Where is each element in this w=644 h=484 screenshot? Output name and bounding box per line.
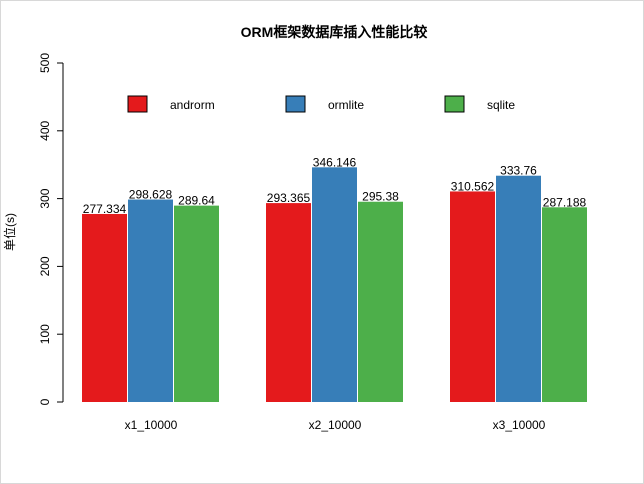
legend: androrm ormlite sqlite bbox=[127, 95, 515, 113]
x-tick-label: x1_10000 bbox=[125, 418, 178, 432]
legend-swatch-ormlite bbox=[285, 95, 306, 113]
bar-value-label: 295.38 bbox=[362, 190, 399, 204]
bars-group bbox=[82, 167, 587, 402]
bar-value-label: 293.365 bbox=[267, 191, 311, 205]
bar-value-label: 287.188 bbox=[543, 195, 587, 209]
y-tick-label: 100 bbox=[38, 324, 52, 344]
y-axis: 0 100 200 300 400 500 bbox=[38, 53, 64, 405]
bar-value-label: 346.146 bbox=[313, 155, 357, 169]
legend-swatch-sqlite bbox=[444, 95, 465, 113]
legend-label-androrm: androrm bbox=[170, 98, 215, 112]
legend-label-ormlite: ormlite bbox=[328, 98, 364, 112]
bar-androrm-x1_10000 bbox=[82, 213, 127, 402]
x-tick-label: x3_10000 bbox=[493, 418, 546, 432]
legend-swatch-androrm bbox=[127, 95, 148, 113]
bar-sqlite-x1_10000 bbox=[174, 205, 219, 402]
bar-androrm-x3_10000 bbox=[450, 191, 495, 402]
bar-value-label: 277.334 bbox=[83, 202, 127, 216]
y-tick-label: 500 bbox=[38, 53, 52, 73]
x-tick-labels-group: x1_10000 x2_10000 x3_10000 bbox=[125, 418, 546, 432]
bar-value-label: 333.76 bbox=[500, 164, 537, 178]
bar-sqlite-x2_10000 bbox=[358, 201, 403, 402]
y-tick-label: 0 bbox=[38, 398, 52, 405]
chart-title: ORM框架数据库插入性能比较 bbox=[241, 24, 428, 40]
bar-sqlite-x3_10000 bbox=[542, 207, 587, 402]
y-tick-label: 200 bbox=[38, 256, 52, 276]
bar-value-label: 289.64 bbox=[178, 194, 215, 208]
bar-value-label: 298.628 bbox=[129, 188, 173, 202]
bar-ormlite-x2_10000 bbox=[312, 167, 357, 402]
y-tick-label: 300 bbox=[38, 188, 52, 208]
bar-value-label: 310.562 bbox=[451, 179, 495, 193]
x-tick-label: x2_10000 bbox=[309, 418, 362, 432]
legend-label-sqlite: sqlite bbox=[487, 98, 515, 112]
bar-androrm-x2_10000 bbox=[266, 203, 311, 402]
y-tick-label: 400 bbox=[38, 120, 52, 140]
bar-ormlite-x3_10000 bbox=[496, 175, 541, 402]
bar-ormlite-x1_10000 bbox=[128, 199, 173, 402]
y-axis-label: 单位(s) bbox=[2, 213, 17, 251]
